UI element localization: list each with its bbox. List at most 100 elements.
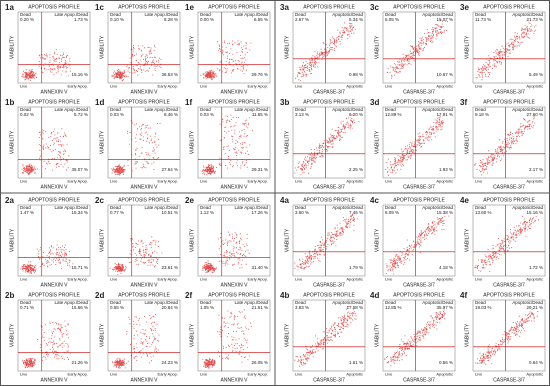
- panel-label: 1e: [185, 3, 194, 12]
- quadrant-value: 29.76 %: [251, 72, 268, 77]
- quadrant-label: Early Apop.: [248, 179, 268, 184]
- quadrant-label: Dead: [385, 107, 396, 112]
- quadrant-label: Dead: [20, 300, 31, 305]
- event-cloud: [294, 114, 360, 176]
- panel-title: APOPTOSIS PROFILE: [483, 292, 535, 298]
- x-axis-label: ANNEXIN V: [221, 377, 249, 383]
- quadrant-label: Live: [475, 179, 483, 184]
- panel-label: 1f: [185, 98, 192, 107]
- quadrant-value: 19.03 %: [475, 305, 492, 310]
- quadrant-value: 0.64 %: [529, 360, 543, 365]
- panel-label-bg: [94, 98, 107, 108]
- quadrant-label: Late Apop./Dead: [54, 300, 88, 305]
- quadrant-value: 1.73 %: [74, 17, 88, 22]
- quadrant-label: Dead: [20, 205, 31, 210]
- panel-label-bg: [94, 196, 107, 206]
- quadrant-label: Apoptotic/Dead: [332, 107, 363, 112]
- panel-title: APOPTOSIS PROFILE: [118, 4, 170, 10]
- event-cloud: [295, 20, 358, 82]
- panel-label-bg: [369, 291, 382, 301]
- quadrant-value: 15.16 %: [526, 210, 543, 215]
- panel-label-bg: [459, 291, 472, 301]
- quadrant-label: Apoptotic/Dead: [332, 12, 363, 17]
- quadrant-label: Apoptotic: [346, 372, 363, 377]
- quadrant-label: Live: [385, 179, 393, 184]
- plot-area: [107, 11, 181, 84]
- quadrant-label: Apoptotic/Dead: [422, 107, 453, 112]
- quadrant-value: 5.34 %: [349, 17, 363, 22]
- quadrant-value: 8.46 %: [164, 112, 178, 117]
- quadrant-label: Early Apop.: [68, 372, 88, 377]
- panel-title: APOPTOSIS PROFILE: [303, 292, 355, 298]
- event-cloud: [384, 309, 446, 367]
- quadrant-value: 21.61 %: [251, 305, 268, 310]
- quadrant-label: Apoptotic: [346, 179, 363, 184]
- quadrant-value: 1.61 %: [349, 360, 363, 365]
- panel-label-bg: [279, 196, 292, 206]
- quadrant-label: Late Apop./Dead: [144, 12, 178, 17]
- event-cloud: [19, 244, 74, 274]
- quadrant-value: 15.07 %: [436, 17, 453, 22]
- quadrant-label: Early Apop.: [248, 84, 268, 89]
- y-axis-label: VIABILITY: [374, 228, 380, 252]
- quadrant-label: Live: [385, 84, 393, 89]
- panel-label-bg: [279, 291, 292, 301]
- panel-label-bg: [459, 196, 472, 206]
- x-axis-label: ANNEXIN V: [41, 282, 69, 288]
- quadrant-label: Dead: [385, 12, 396, 17]
- panel-title: APOPTOSIS PROFILE: [483, 197, 535, 203]
- panel-label: 3c: [370, 3, 379, 12]
- quadrant-value: 21.26 %: [71, 360, 88, 365]
- y-axis-label: VIABILITY: [464, 323, 470, 347]
- quadrant-label: Live: [20, 84, 28, 89]
- y-axis-label: VIABILITY: [99, 323, 105, 347]
- quadrant-value: 0.55 %: [110, 305, 124, 310]
- quadrant-value: 17.91 %: [436, 112, 453, 117]
- quadrant-label: Dead: [110, 12, 121, 17]
- x-axis-label: ANNEXIN V: [221, 282, 249, 288]
- quadrant-label: Live: [385, 372, 393, 377]
- panel-title: APOPTOSIS PROFILE: [28, 4, 80, 10]
- quadrant-value: 6.55 %: [254, 17, 268, 22]
- quadrant-label: Apoptotic: [526, 277, 543, 282]
- x-axis-label: ANNEXIN V: [41, 377, 69, 383]
- quadrant-value: 11.65 %: [252, 112, 268, 117]
- quadrant-label: Live: [200, 277, 208, 282]
- quadrant-value: 36.53 %: [161, 72, 178, 77]
- panel-label: 2c: [95, 196, 104, 205]
- y-axis-label: VIABILITY: [284, 228, 290, 252]
- y-axis-label: VIABILITY: [99, 228, 105, 252]
- panel-label: 3d: [370, 98, 379, 107]
- panel-title: APOPTOSIS PROFILE: [28, 197, 80, 203]
- quadrant-label: Dead: [295, 300, 306, 305]
- quadrant-value: 5.49 %: [529, 72, 543, 77]
- quadrant-value: 1.79 %: [349, 265, 363, 270]
- quadrant-label: Apoptotic: [526, 84, 543, 89]
- quadrant-value: 6.20 %: [349, 112, 363, 117]
- panel-label: 4c: [370, 196, 379, 205]
- quadrant-value: 0.03 %: [200, 112, 214, 117]
- quadrant-value: 3.60 %: [295, 210, 309, 215]
- quadrant-label: Dead: [200, 107, 211, 112]
- y-axis-label: VIABILITY: [464, 130, 470, 154]
- panel-label-bg: [279, 98, 292, 108]
- plot-area: [17, 204, 91, 277]
- quadrant-label: Dead: [475, 205, 486, 210]
- quadrant-value: 7.46 %: [349, 210, 363, 215]
- panel-title: APOPTOSIS PROFILE: [118, 197, 170, 203]
- quadrant-value: 2.25 %: [349, 167, 363, 172]
- quadrant-label: Live: [385, 277, 393, 282]
- panel-title: APOPTOSIS PROFILE: [118, 99, 170, 105]
- quadrant-label: Early Apop.: [248, 372, 268, 377]
- y-axis-label: VIABILITY: [284, 323, 290, 347]
- y-axis-label: VIABILITY: [464, 228, 470, 252]
- event-cloud: [475, 21, 537, 81]
- x-axis-label: CASPASE-3/7: [403, 377, 435, 383]
- y-axis-label: VIABILITY: [189, 130, 195, 154]
- quadrant-label: Dead: [475, 12, 486, 17]
- quadrant-label: Apoptotic/Dead: [512, 205, 543, 210]
- quadrant-label: Dead: [200, 300, 211, 305]
- quadrant-value: 1.05 %: [200, 305, 214, 310]
- y-axis-label: VIABILITY: [189, 323, 195, 347]
- y-axis-label: VIABILITY: [464, 35, 470, 59]
